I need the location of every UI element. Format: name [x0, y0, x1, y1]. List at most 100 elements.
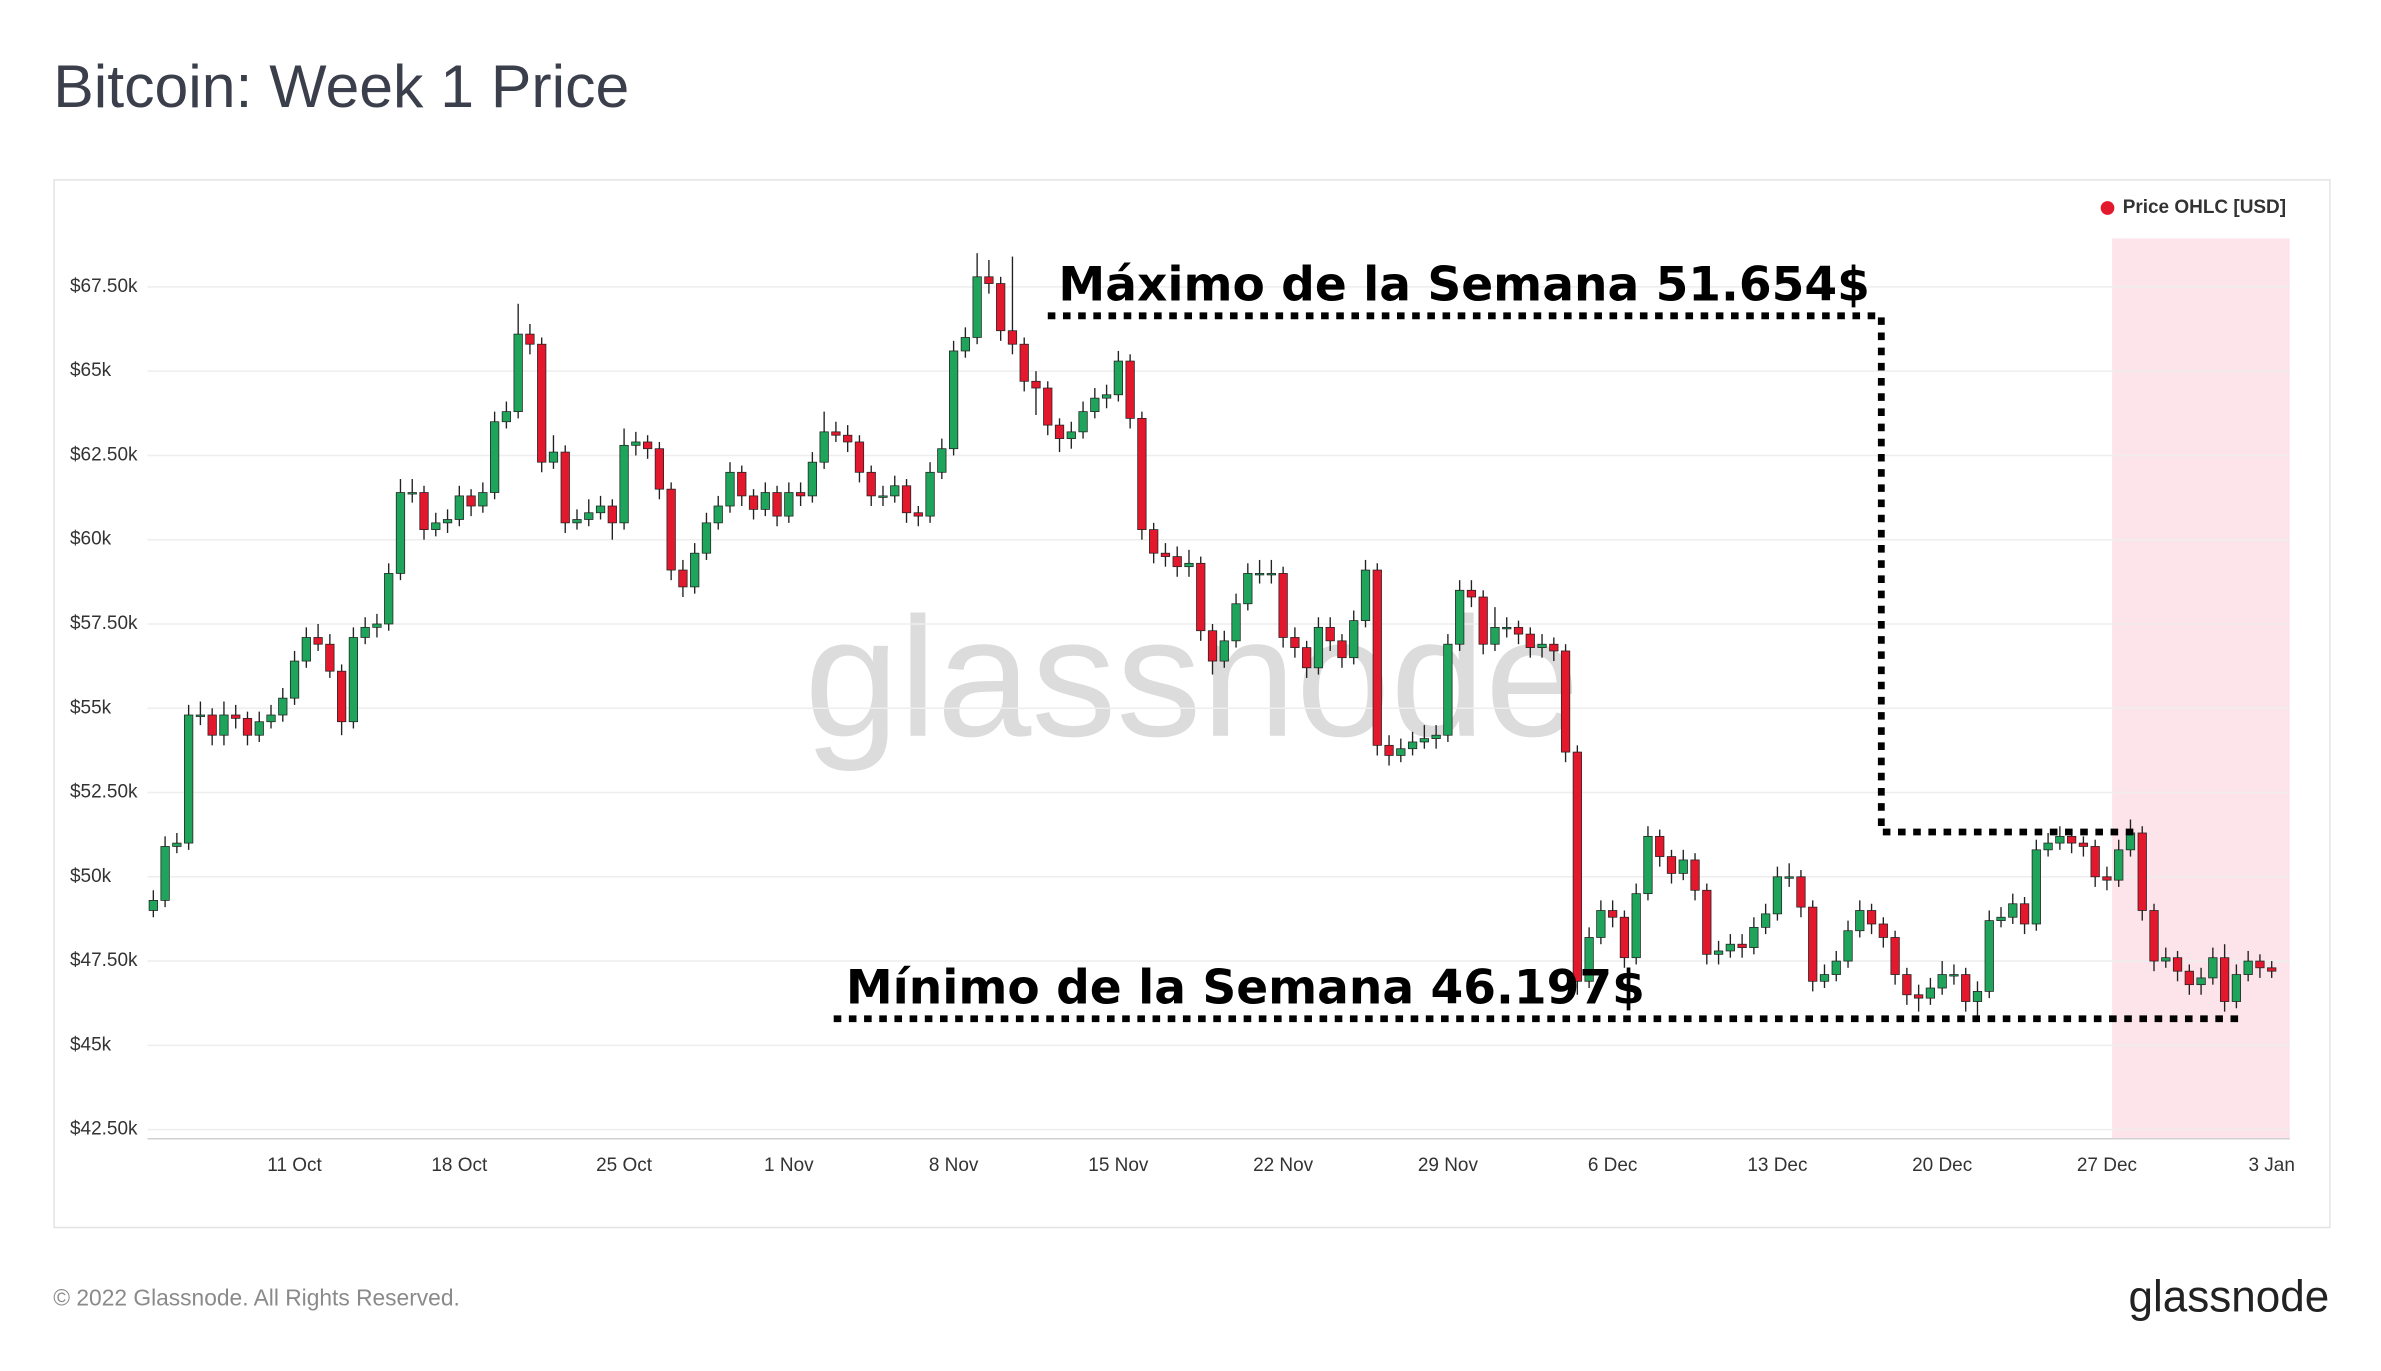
- candle-body: [737, 471, 747, 497]
- candle-body: [631, 441, 641, 446]
- x-tick-label: 15 Nov: [1088, 1155, 1149, 1176]
- candle-body: [819, 431, 829, 463]
- candle-body: [431, 522, 441, 530]
- candle-body: [2184, 970, 2194, 986]
- legend-label: Price OHLC [USD]: [2123, 197, 2286, 218]
- candle-body: [501, 411, 512, 423]
- candle-body: [384, 573, 394, 625]
- x-tick-label: 22 Nov: [1253, 1155, 1314, 1176]
- candle-body: [478, 492, 488, 507]
- candle-body: [2267, 967, 2277, 972]
- candle-body: [2055, 835, 2065, 844]
- candle-body: [207, 714, 217, 736]
- chart-title: Bitcoin: Week 1 Price: [53, 52, 629, 120]
- candle-body: [1678, 859, 1688, 874]
- candle-body: [1325, 626, 1335, 642]
- candle-body: [490, 421, 500, 493]
- candle-body: [2255, 960, 2265, 969]
- y-tick-label: $60k: [70, 529, 112, 550]
- candle-body: [984, 276, 994, 284]
- y-tick-label: $65k: [70, 360, 112, 381]
- candle-body: [725, 471, 735, 507]
- candle-body: [1490, 626, 1500, 645]
- candle-body: [1690, 859, 1700, 891]
- candle-body: [1890, 937, 1900, 975]
- x-tick-label: 20 Dec: [1912, 1155, 1972, 1176]
- candle-body: [1902, 974, 1912, 996]
- candle-body: [748, 495, 759, 510]
- candle-body: [595, 505, 606, 514]
- candle-body: [348, 637, 359, 723]
- candle-body: [1549, 643, 1559, 652]
- candle-body: [1243, 573, 1253, 605]
- candle-body: [2231, 974, 2242, 1002]
- candle-body: [160, 846, 170, 901]
- candle-body: [1337, 640, 1347, 659]
- copyright: © 2022 Glassnode. All Rights Reserved.: [53, 1285, 460, 1311]
- candle-body: [1231, 603, 1241, 642]
- candle-body: [1866, 910, 1877, 925]
- candle-body: [1949, 974, 1959, 977]
- candle-body: [1125, 360, 1135, 419]
- candle-body: [254, 721, 264, 736]
- y-tick-label: $57.50k: [70, 613, 138, 634]
- candle-body: [219, 714, 229, 736]
- candle-body: [654, 448, 665, 490]
- candle-body: [184, 714, 194, 844]
- candle-body: [442, 519, 453, 524]
- candle-body: [1560, 650, 1571, 753]
- candle-body: [2161, 957, 2171, 962]
- y-tick-label: $45k: [70, 1034, 112, 1055]
- min-annotation: Mínimo de la Semana 46.197$: [846, 961, 1645, 1016]
- candle-body: [2149, 910, 2159, 962]
- candle-body: [831, 431, 841, 436]
- candle-body: [1455, 589, 1465, 645]
- candle-body: [1043, 387, 1053, 426]
- candle-body: [1219, 640, 1229, 662]
- candle-body: [1761, 913, 1771, 928]
- candle-body: [607, 505, 617, 524]
- candle-body: [466, 495, 476, 507]
- candle-body: [513, 333, 523, 413]
- candle-body: [925, 471, 935, 517]
- candle-body: [301, 637, 311, 662]
- candle-body: [2220, 957, 2230, 1002]
- candle-body: [1184, 562, 1194, 568]
- candle-body: [2078, 842, 2089, 847]
- candle-body: [807, 461, 817, 497]
- candle-body: [1372, 569, 1382, 746]
- candle-body: [913, 512, 923, 517]
- candle-body: [1278, 573, 1288, 638]
- candle-body: [1502, 626, 1512, 630]
- candle-body: [2043, 842, 2053, 851]
- candle-body: [1007, 330, 1018, 345]
- candle-body: [2243, 960, 2253, 975]
- x-tick-label: 3 Jan: [2248, 1155, 2294, 1176]
- candle-body: [760, 492, 770, 510]
- candle-body: [313, 637, 323, 645]
- week-highlight: [2112, 238, 2290, 1139]
- candle-body: [231, 714, 241, 719]
- candle-body: [1925, 987, 1936, 999]
- candle-body: [525, 333, 535, 345]
- candle-body: [1737, 943, 1747, 948]
- candle-body: [1655, 835, 1665, 857]
- candle-body: [690, 552, 700, 588]
- candle-body: [2067, 835, 2077, 844]
- candle-body: [1878, 923, 1888, 938]
- candle-body: [407, 492, 417, 495]
- y-tick-label: $55k: [70, 697, 112, 718]
- legend-marker: [2100, 201, 2115, 215]
- candle-body: [1254, 573, 1265, 576]
- candle-body: [1207, 630, 1218, 662]
- candle-body: [666, 488, 676, 571]
- x-tick-label: 1 Nov: [764, 1155, 814, 1176]
- candle-body: [2172, 957, 2183, 972]
- candle-body: [1619, 916, 1630, 959]
- candle-body: [1196, 562, 1206, 632]
- candle-body: [1749, 926, 1759, 948]
- candle-body: [360, 626, 370, 638]
- candle-body: [1525, 633, 1535, 648]
- candle-body: [2137, 832, 2147, 911]
